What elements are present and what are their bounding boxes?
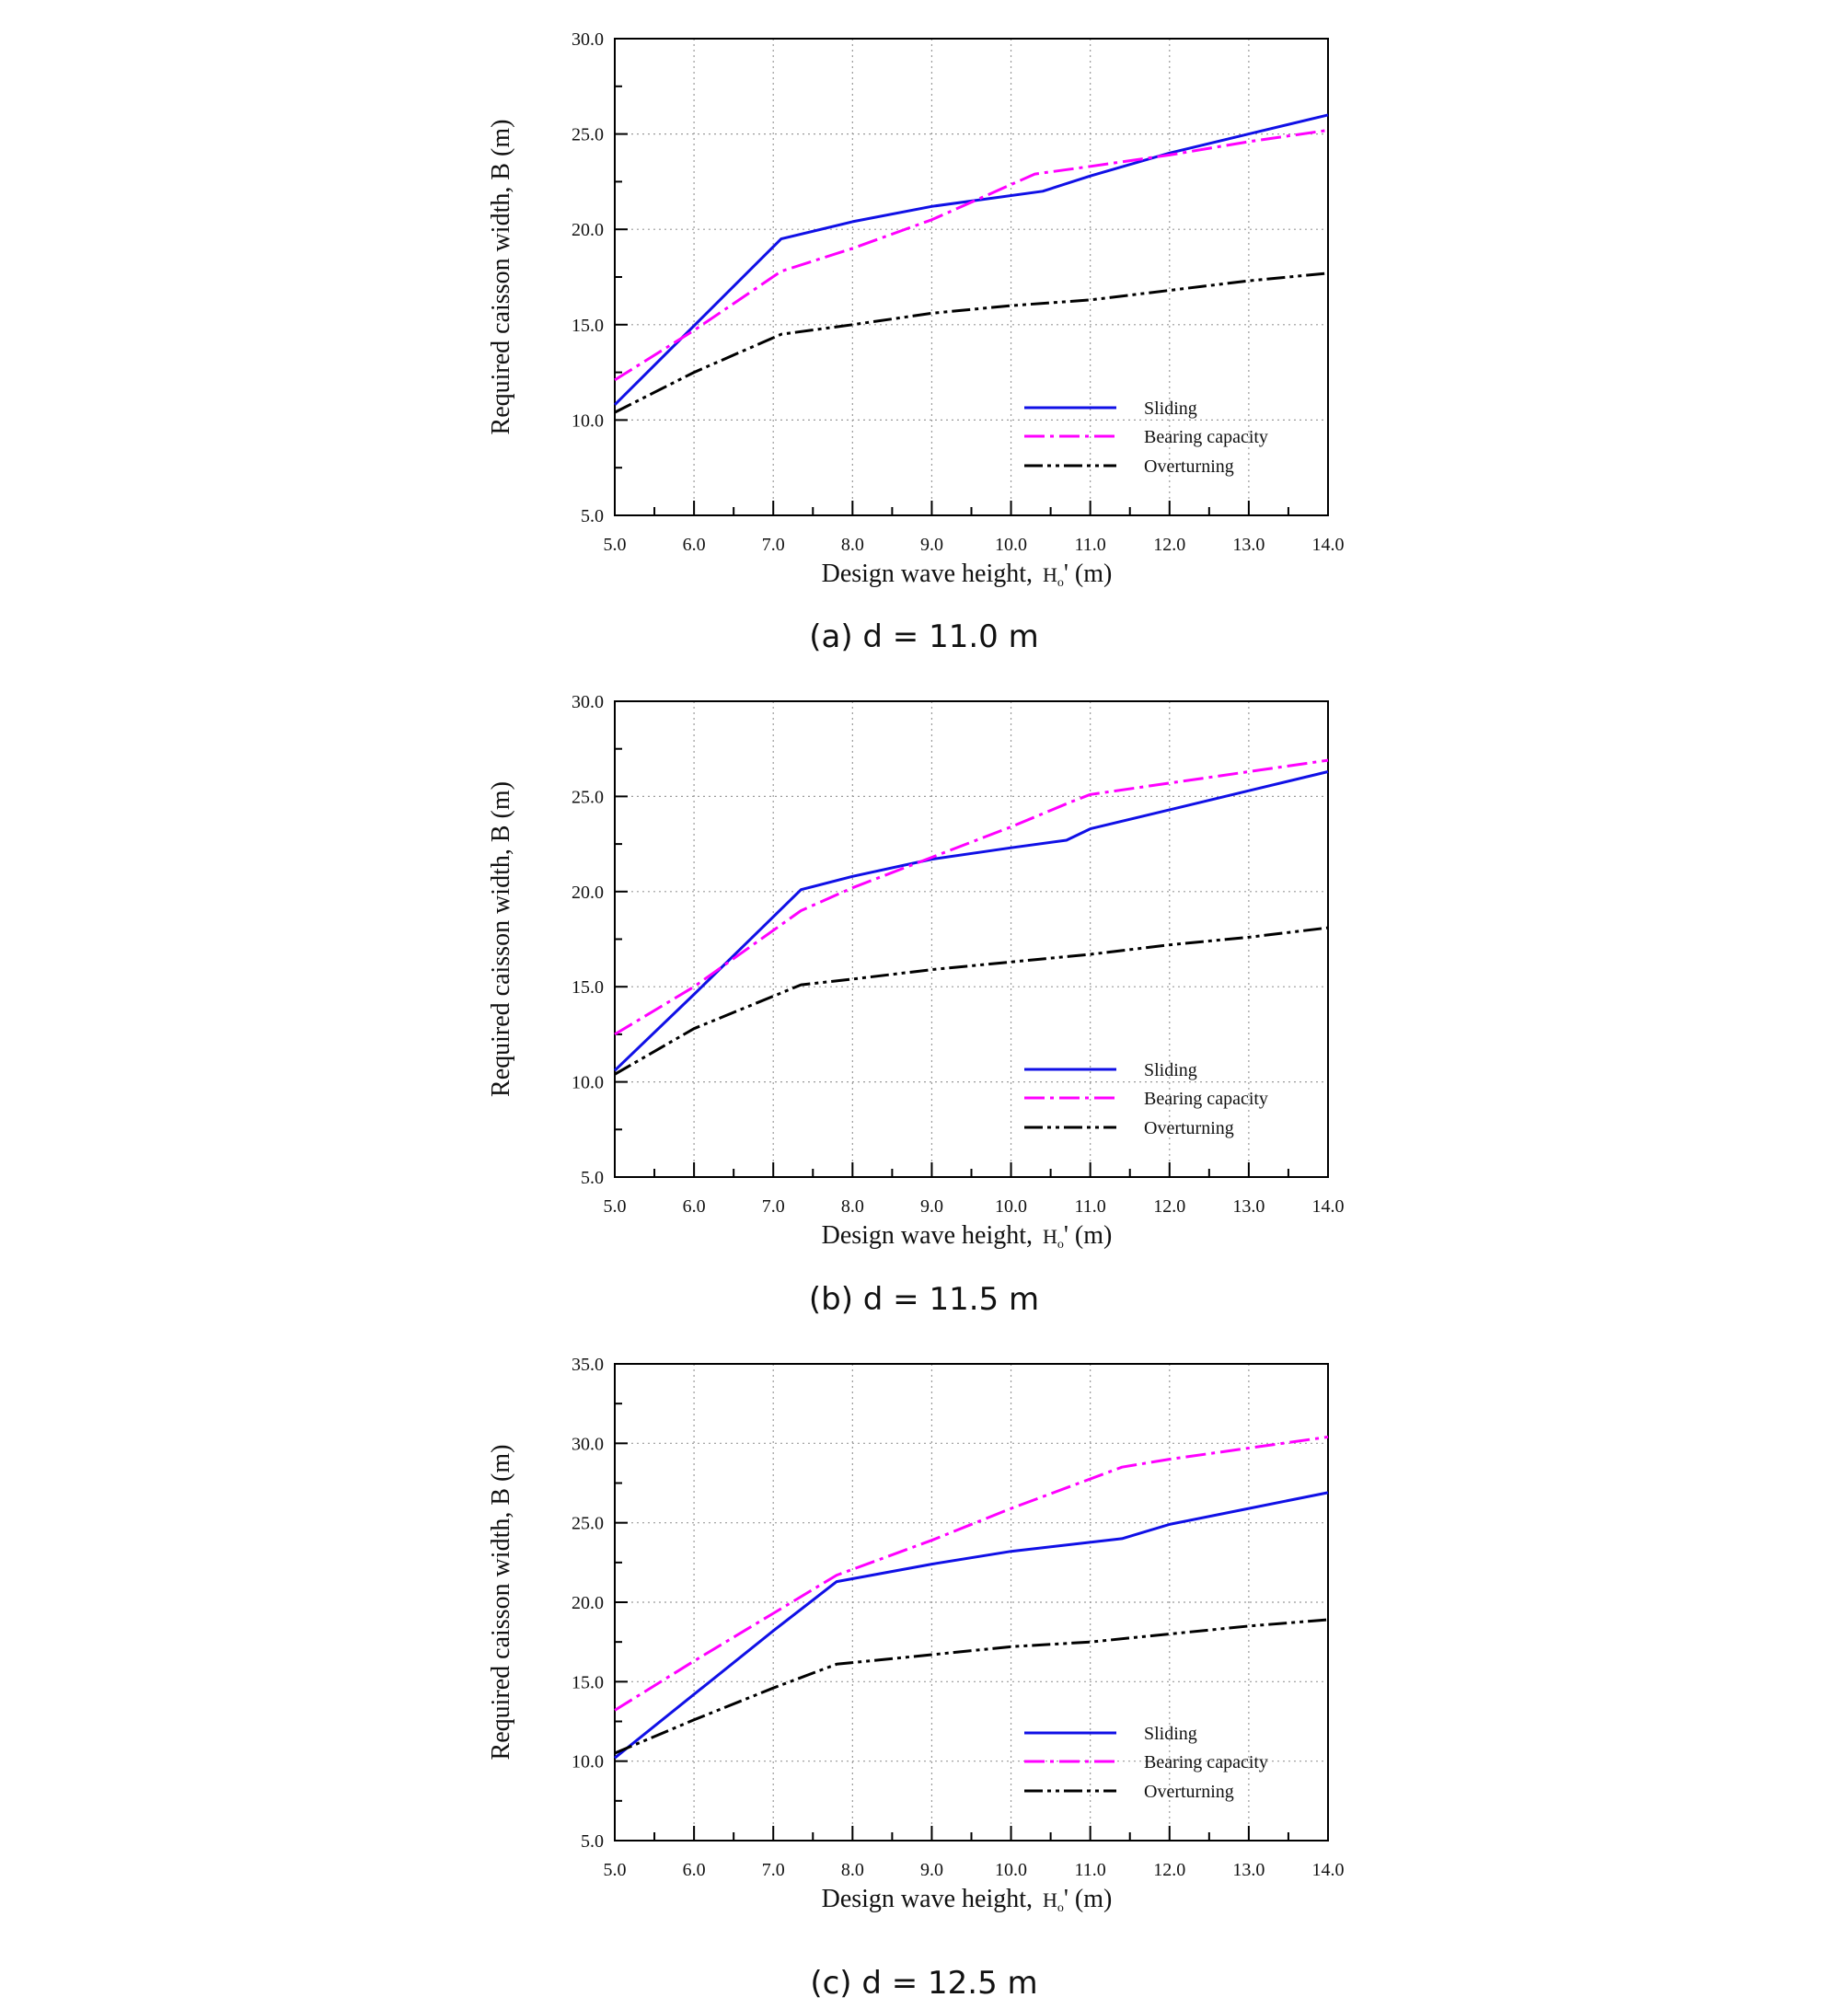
chart-a-series-bearing-capacity — [614, 129, 1329, 382]
chart-c-xtick-label: 9.0 — [920, 1860, 943, 1880]
chart-c-xtick-label: 12.0 — [1153, 1860, 1185, 1880]
chart-a-ytick-label: 5.0 — [581, 506, 604, 526]
chart-a-series-sliding — [613, 113, 1329, 406]
chart-c-xtick-label: 5.0 — [604, 1860, 627, 1880]
chart-c-ytick-label: 35.0 — [572, 1355, 604, 1375]
chart-a-svg: 5.0 6.0 7.0 8.0 9.0 10.0 11.0 12.0 13.0 14.0 5.0 10… — [487, 29, 1345, 590]
chart-c-legend-label: Bearing capacity — [1144, 1752, 1268, 1772]
chart-b-legend-label: Sliding — [1144, 1060, 1197, 1080]
chart-a-ytick-label: 20.0 — [572, 220, 604, 240]
chart-b-xlabel: Design wave height, Ho' (m) — [822, 1221, 1113, 1252]
chart-c-legend-label: Sliding — [1144, 1724, 1197, 1744]
chart-panel-a: 5.0 6.0 7.0 8.0 9.0 10.0 11.0 12.0 13.0 14.0 5.0 10… — [0, 0, 1848, 663]
chart-a-ytick-label: 25.0 — [572, 125, 604, 145]
chart-a-xtick-label: 5.0 — [604, 535, 627, 555]
chart-b-ytick-label: 10.0 — [572, 1073, 604, 1093]
chart-c-xlabel: Design wave height, Ho' (m) — [822, 1885, 1113, 1915]
chart-b-svg: 5.0 6.0 7.0 8.0 9.0 10.0 11.0 12.0 13.0 14.0 5.0 10… — [487, 692, 1345, 1252]
chart-c-ylabel: Required caisson width, B (m) — [487, 1445, 515, 1761]
chart-c-ytick-label: 25.0 — [572, 1514, 604, 1534]
chart-b-ytick-label: 30.0 — [572, 692, 604, 712]
chart-a-series-overturning — [614, 271, 1329, 414]
chart-a-ytick-label: 10.0 — [572, 410, 604, 431]
chart-b-ylabel: Required caisson width, B (m) — [487, 781, 515, 1097]
chart-c-ytick-label: 30.0 — [572, 1434, 604, 1454]
chart-b-series-sliding — [613, 770, 1329, 1072]
chart-b-series-bearing-capacity — [614, 758, 1329, 1036]
chart-b-legend-label: Bearing capacity — [1144, 1089, 1268, 1109]
chart-b-legend-label: Overturning — [1144, 1118, 1234, 1138]
chart-a-legend-label: Sliding — [1144, 398, 1197, 419]
chart-b-xtick-label: 6.0 — [683, 1196, 706, 1217]
chart-b-ytick-label: 15.0 — [572, 977, 604, 998]
chart-a-caption: (a) d = 11.0 m — [809, 618, 1039, 655]
chart-b-xtick-label: 14.0 — [1312, 1196, 1345, 1217]
chart-c-grid — [615, 1364, 1328, 1841]
chart-c-xtick-label: 6.0 — [683, 1860, 706, 1880]
chart-a-xlabel: Design wave height, Ho' (m) — [822, 560, 1113, 590]
chart-a-ylabel: Required caisson width, B (m) — [487, 120, 515, 435]
chart-b-xtick-label: 5.0 — [604, 1196, 627, 1217]
chart-b-xtick-label: 10.0 — [995, 1196, 1027, 1217]
chart-a-xtick-label: 6.0 — [683, 535, 706, 555]
chart-b-ytick-label: 5.0 — [581, 1168, 604, 1188]
chart-b-xtick-label: 12.0 — [1153, 1196, 1185, 1217]
chart-c-ytick-label: 5.0 — [581, 1831, 604, 1852]
chart-panel-b: 5.0 6.0 7.0 8.0 9.0 10.0 11.0 12.0 13.0 14.0 5.0 10… — [0, 663, 1848, 1325]
chart-panel-c: 5.0 6.0 7.0 8.0 9.0 10.0 11.0 12.0 13.0 14.0 5.0 10… — [0, 1325, 1848, 2009]
chart-b-xtick-label: 11.0 — [1075, 1196, 1106, 1217]
chart-c-xtick-label: 11.0 — [1075, 1860, 1106, 1880]
chart-b-xtick-label: 9.0 — [920, 1196, 943, 1217]
chart-b-xtick-label: 8.0 — [841, 1196, 864, 1217]
chart-a-ytick-label: 30.0 — [572, 29, 604, 50]
chart-b-grid — [615, 701, 1328, 1177]
chart-a-xtick-label: 13.0 — [1232, 535, 1265, 555]
chart-c-svg: 5.0 6.0 7.0 8.0 9.0 10.0 11.0 12.0 13.0 14.0 5.0 10… — [487, 1355, 1345, 1915]
chart-a-xtick-label: 12.0 — [1153, 535, 1185, 555]
chart-b-caption: (b) d = 11.5 m — [808, 1281, 1040, 1318]
chart-c-legend-label: Overturning — [1144, 1782, 1234, 1802]
chart-c-series-bearing-capacity — [614, 1435, 1329, 1712]
chart-b-ytick-label: 25.0 — [572, 787, 604, 807]
chart-b-series-overturning — [614, 926, 1329, 1076]
chart-c-xtick-label: 14.0 — [1312, 1860, 1345, 1880]
chart-a-ytick-label: 15.0 — [572, 316, 604, 336]
chart-b-ytick-label: 20.0 — [572, 883, 604, 903]
chart-c-xtick-label: 10.0 — [995, 1860, 1027, 1880]
chart-c-ytick-label: 15.0 — [572, 1672, 604, 1692]
chart-c-xtick-label: 8.0 — [841, 1860, 864, 1880]
chart-a-xtick-label: 9.0 — [920, 535, 943, 555]
chart-b-xtick-label: 7.0 — [762, 1196, 785, 1217]
chart-c-series-overturning — [614, 1618, 1329, 1755]
chart-a-xtick-label: 10.0 — [995, 535, 1027, 555]
chart-c-xtick-label: 7.0 — [762, 1860, 785, 1880]
chart-c-xtick-label: 13.0 — [1232, 1860, 1265, 1880]
chart-a-legend-label: Overturning — [1144, 456, 1234, 477]
chart-b-xtick-label: 13.0 — [1232, 1196, 1265, 1217]
chart-c-ytick-label: 10.0 — [572, 1752, 604, 1772]
chart-a-xtick-label: 7.0 — [762, 535, 785, 555]
chart-a-legend-label: Bearing capacity — [1144, 427, 1268, 447]
chart-a-xtick-label: 14.0 — [1312, 535, 1345, 555]
chart-a-xtick-label: 8.0 — [841, 535, 864, 555]
chart-c-ytick-label: 20.0 — [572, 1593, 604, 1613]
chart-c-series-sliding — [614, 1491, 1329, 1760]
chart-c-caption: (c) d = 12.5 m — [810, 1965, 1038, 2002]
chart-a-xtick-label: 11.0 — [1075, 535, 1106, 555]
